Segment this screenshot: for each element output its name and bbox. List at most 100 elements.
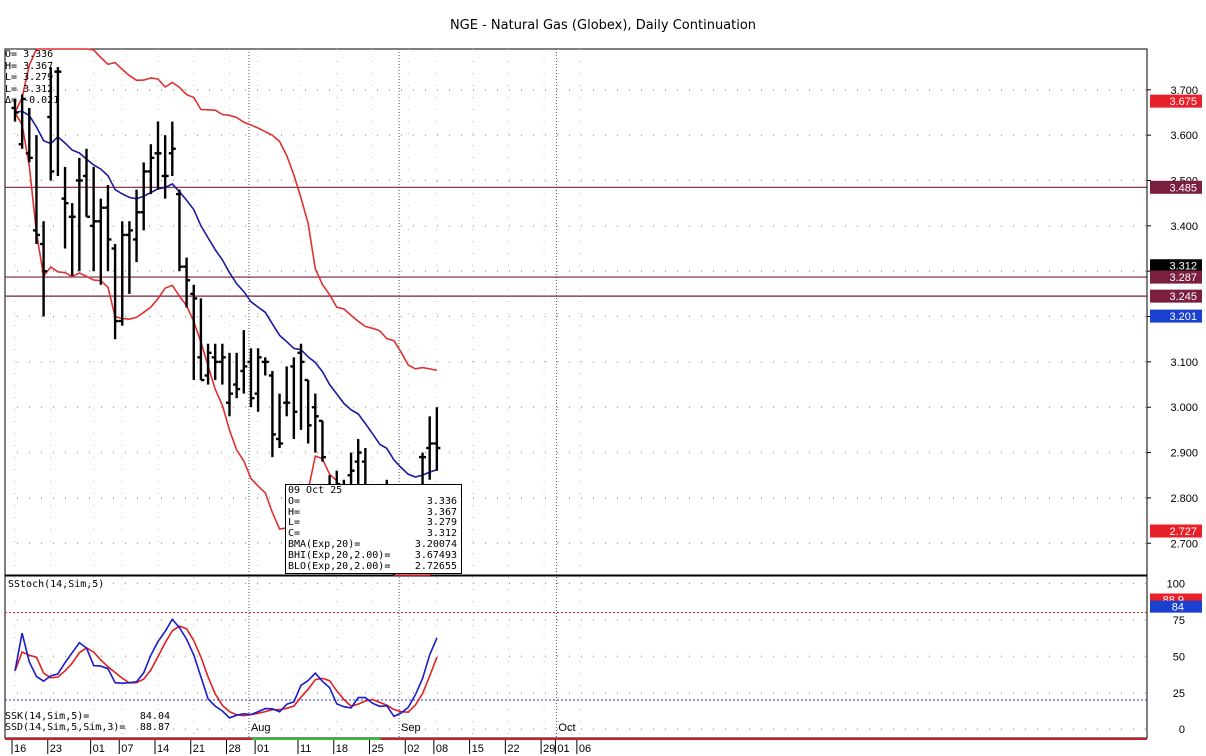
ohlc-bar xyxy=(154,121,162,190)
info-row: BMA(Exp,20)= 3.20074 xyxy=(288,538,457,550)
stoch-tag-bg xyxy=(1150,600,1202,613)
ohlc-bar xyxy=(140,162,148,231)
date-label: 29 xyxy=(543,743,555,755)
date-label: 28 xyxy=(229,743,241,755)
ohlc-bar xyxy=(254,348,262,412)
ohlc-bar xyxy=(318,419,326,462)
price-tag: 3.201 xyxy=(1150,309,1202,323)
info-row: C= 3.312 xyxy=(288,528,457,540)
date-label: 01 xyxy=(93,743,105,755)
price-tag-label: 3.245 xyxy=(1169,291,1197,303)
price-tag-label: 2.727 xyxy=(1169,526,1197,538)
ohlc-bar xyxy=(261,357,269,376)
date-label: 21 xyxy=(193,743,205,755)
tick-label: 3.400 xyxy=(1170,221,1198,233)
stoch-legend: SSK(14,Sim,5)= 84.04 SSD(14,Sim,5,Sim,3)=… xyxy=(5,711,170,733)
ssk-line xyxy=(14,618,438,719)
price-tag-bg xyxy=(1150,94,1202,108)
price-tag-bg xyxy=(1150,309,1202,323)
tick-label: 2.900 xyxy=(1170,448,1198,460)
price-tag-bg xyxy=(1150,270,1202,284)
ohlc-bar xyxy=(61,166,69,249)
stoch-title: SStoch(14,Sim,5) xyxy=(8,579,105,590)
price-tag-label: 3.287 xyxy=(1169,272,1197,284)
price-tag-label: 3.312 xyxy=(1169,261,1197,273)
price-tag-label: 3.675 xyxy=(1169,96,1197,108)
date-label: 07 xyxy=(121,743,133,755)
date-label: 01 xyxy=(257,743,269,755)
ohlc-bar xyxy=(433,407,441,471)
month-label: Aug xyxy=(251,722,271,734)
ohlc-bar xyxy=(161,135,169,199)
tick-label: 25 xyxy=(1173,688,1185,700)
ohlc-bar xyxy=(11,98,19,122)
date-label: 22 xyxy=(507,743,519,755)
horizontal-lines xyxy=(5,186,1147,297)
ohlc-row: L= 3.312 xyxy=(5,83,54,95)
stoch-panel-frame xyxy=(4,575,1148,739)
info-row: BHI(Exp,20,2.00)= 3.67493 xyxy=(288,549,457,561)
ohlc-bar xyxy=(197,298,205,382)
ohlc-bar xyxy=(247,348,255,408)
date-label: 23 xyxy=(50,743,62,755)
ohlc-bar xyxy=(283,366,291,417)
ohlc-bar xyxy=(111,243,119,340)
info-row: BLO(Exp,20,2.00)= 2.72655 xyxy=(288,560,457,572)
date-label: 01 xyxy=(557,743,569,755)
ohlc-bar xyxy=(311,393,319,453)
price-tag: 3.675 xyxy=(1150,94,1202,108)
price-tag-bg xyxy=(1150,524,1202,538)
tick-label: 3.100 xyxy=(1170,357,1198,369)
month-label: Sep xyxy=(401,722,421,734)
date-label: 02 xyxy=(407,743,419,755)
ohlc-bar xyxy=(218,343,226,385)
ohlc-bar xyxy=(97,198,105,285)
ohlc-bar xyxy=(211,343,219,381)
ohlc-bar xyxy=(304,378,312,444)
info-date: 09 Oct 25 xyxy=(288,485,343,496)
ohlc-bar xyxy=(32,135,40,244)
date-label: 15 xyxy=(472,743,484,755)
stoch-row: SSK(14,Sim,5)= 84.04 xyxy=(5,711,170,722)
ohlc-bar xyxy=(68,203,76,276)
ohlc-row: H= 3.367 xyxy=(5,60,54,72)
price-tag-bg xyxy=(1150,180,1202,194)
date-label: 16 xyxy=(14,743,26,755)
ohlc-bar xyxy=(233,352,241,399)
tick-label: 3.600 xyxy=(1170,130,1198,142)
ohlc-bar xyxy=(226,352,233,417)
date-label: 25 xyxy=(372,743,384,755)
date-label: 14 xyxy=(157,743,169,755)
date-label: 06 xyxy=(579,743,591,755)
tick-label: 2.700 xyxy=(1170,538,1198,550)
price-tag: 3.287 xyxy=(1150,270,1202,284)
date-label: 18 xyxy=(336,743,348,755)
ohlc-bar xyxy=(90,166,98,272)
ohlc-bar xyxy=(276,393,284,449)
stoch-tag-label: 84 xyxy=(1172,602,1184,614)
date-strip-green xyxy=(252,738,381,740)
ohlc-bar xyxy=(183,257,191,308)
ohlc-bar xyxy=(175,189,183,272)
ohlc-bar xyxy=(426,416,434,480)
ohlc-bar xyxy=(190,284,198,381)
ohlc-bar xyxy=(118,221,126,326)
ohlc-bar xyxy=(25,107,33,163)
stoch-tag: 84 xyxy=(1150,600,1202,614)
price-tag-label: 3.201 xyxy=(1169,311,1197,323)
ohlc-row: L= 3.279 xyxy=(5,72,54,83)
tick-label: 50 xyxy=(1173,651,1185,663)
upper-band xyxy=(14,48,438,372)
tick-label: 0 xyxy=(1179,724,1185,736)
stoch-row: SSD(14,Sim,5,Sim,3)= 88.87 xyxy=(5,722,170,733)
price-tag-label: 3.485 xyxy=(1169,182,1197,194)
price-tag-bg xyxy=(1150,259,1202,273)
ohlc-bar xyxy=(47,67,55,181)
month-label: Oct xyxy=(558,722,575,734)
price-tag-bg xyxy=(1150,289,1202,303)
info-row: H= 3.367 xyxy=(288,506,457,518)
ohlc-bar xyxy=(40,221,48,317)
ohlc-bar xyxy=(297,343,305,430)
info-box: 09 Oct 25 O= 3.336 H= 3.367 L= 3.279 C= 3.31… xyxy=(285,484,462,574)
